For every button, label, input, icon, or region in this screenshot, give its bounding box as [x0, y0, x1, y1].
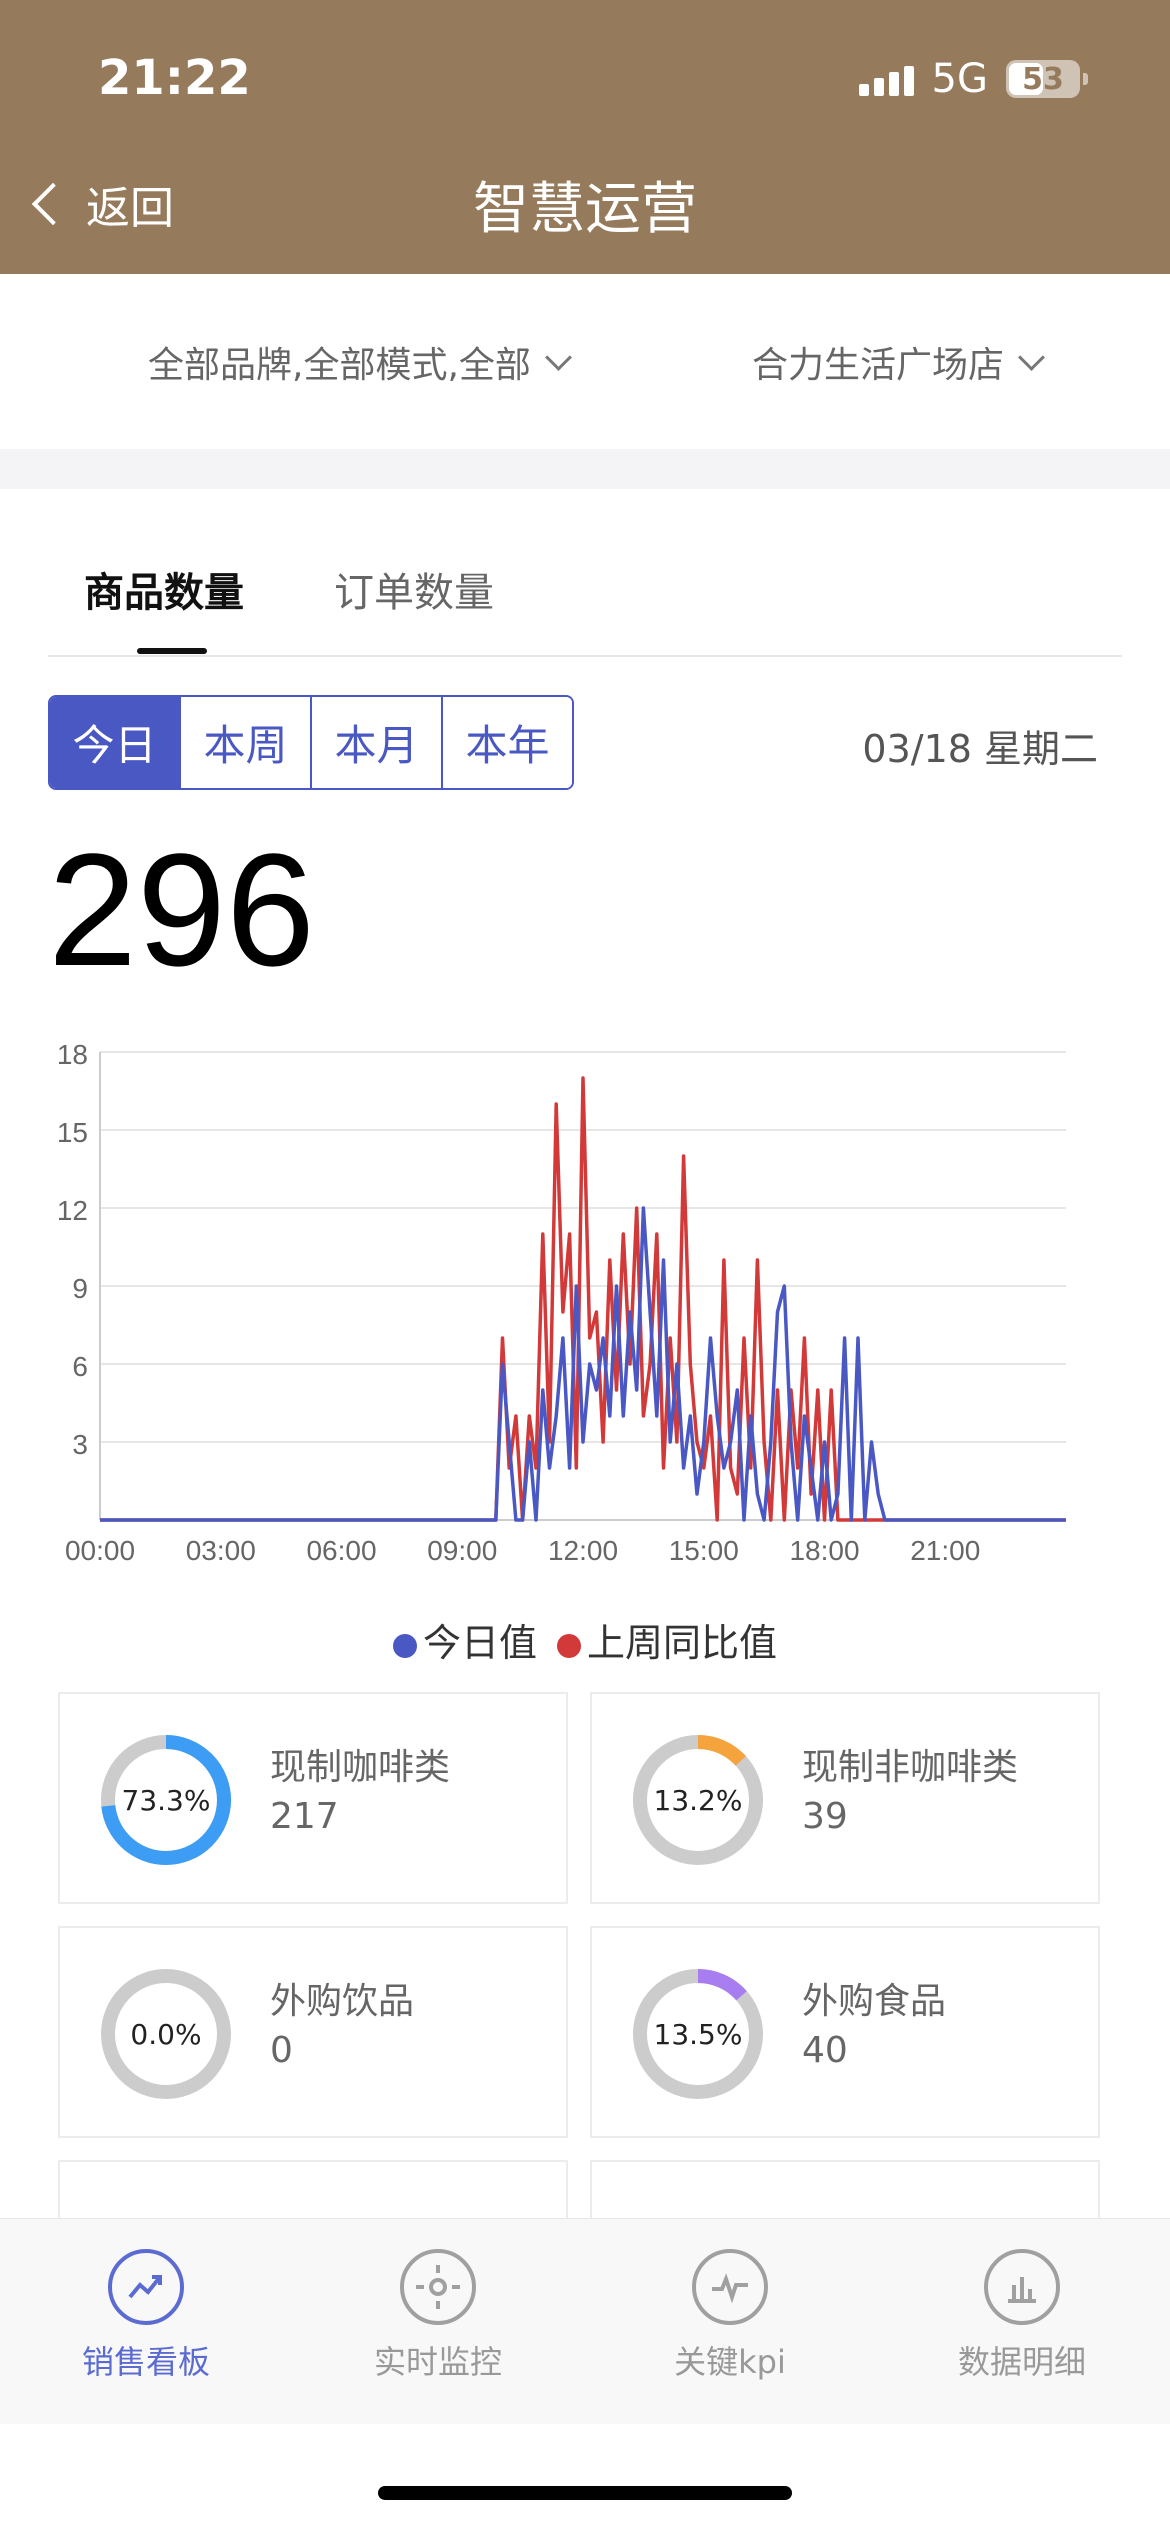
category-name: 现制非咖啡类 — [802, 1747, 1019, 1788]
bottom-tab-bar: 销售看板 实时监控 关键kpi 数据明细 — [0, 2218, 1170, 2424]
store-filter-label: 合力生活广场店 — [752, 345, 1005, 386]
category-card[interactable]: 0.0% 外购饮品 0 — [58, 1926, 568, 2138]
tabbar-label: 销售看板 — [81, 2343, 210, 2381]
legend-item-lastweek: 上周同比值 — [557, 1612, 777, 1667]
category-name: 外购饮品 — [270, 1981, 415, 2022]
category-card[interactable]: 73.3% 现制咖啡类 217 — [58, 1692, 568, 1904]
metric-tabs: 商品数量 订单数量 — [84, 560, 494, 618]
store-filter-dropdown[interactable]: 合力生活广场店 — [752, 336, 1045, 388]
y-tick-label: 9 — [72, 1273, 88, 1304]
network-label: 5G — [931, 56, 988, 102]
tab-product-count[interactable]: 商品数量 — [84, 570, 244, 616]
y-tick-label: 6 — [72, 1351, 88, 1382]
tabbar-item-kpi[interactable]: 关键kpi — [584, 2249, 876, 2383]
y-tick-label: 15 — [57, 1117, 88, 1148]
x-tick-label: 15:00 — [669, 1535, 739, 1566]
chevron-down-icon — [1018, 343, 1045, 371]
period-week[interactable]: 本周 — [179, 697, 310, 788]
chevron-down-icon — [544, 343, 572, 371]
legend-label-lastweek: 上周同比值 — [587, 1621, 778, 1665]
home-indicator — [378, 2486, 792, 2500]
tabbar-item-monitor[interactable]: 实时监控 — [292, 2249, 584, 2383]
brand-filter-label: 全部品牌,全部模式,全部 — [148, 345, 531, 386]
tabbar-label: 关键kpi — [674, 2343, 786, 2381]
legend-label-today: 今日值 — [422, 1621, 537, 1665]
app-header: 21:22 5G 53 返回 智慧运营 — [0, 0, 1170, 274]
category-percent: 0.0% — [130, 2017, 202, 2051]
back-button[interactable]: 返回 — [28, 172, 174, 236]
x-tick-label: 21:00 — [910, 1535, 980, 1566]
tabbar-item-sales[interactable]: 销售看板 — [0, 2249, 292, 2383]
tabbar-label: 实时监控 — [373, 2343, 502, 2381]
back-label: 返回 — [86, 183, 174, 234]
series-line — [100, 1076, 1066, 1522]
category-percent: 13.2% — [653, 1783, 743, 1817]
period-year[interactable]: 本年 — [441, 697, 572, 788]
x-tick-label: 03:00 — [186, 1535, 256, 1566]
pulse-icon — [692, 2249, 768, 2325]
x-tick-label: 12:00 — [548, 1535, 618, 1566]
tab-order-count[interactable]: 订单数量 — [334, 570, 494, 616]
y-tick-label: 12 — [57, 1195, 88, 1226]
category-count: 217 — [270, 1796, 339, 1837]
category-count: 0 — [270, 2030, 293, 2071]
category-percent: 73.3% — [121, 1783, 211, 1817]
battery-icon: 53 — [1006, 60, 1088, 98]
x-tick-label: 18:00 — [789, 1535, 859, 1566]
category-name: 现制咖啡类 — [270, 1747, 451, 1788]
tab-divider — [48, 655, 1122, 657]
tabbar-label: 数据明细 — [957, 2343, 1086, 2381]
category-name: 外购食品 — [802, 1981, 947, 2022]
category-count: 40 — [802, 2030, 848, 2071]
trend-icon — [108, 2249, 184, 2325]
period-today[interactable]: 今日 — [50, 697, 179, 788]
status-indicators: 5G 53 — [858, 56, 1088, 102]
current-date: 03/18 星期二 — [862, 727, 1098, 771]
period-selector: 今日 本周 本月 本年 — [48, 695, 574, 790]
donut-ring — [633, 1969, 763, 2099]
crosshair-icon — [400, 2249, 476, 2325]
category-card[interactable]: 13.5% 外购食品 40 — [590, 1926, 1100, 2138]
battery-level: 53 — [1022, 61, 1064, 97]
filter-bar: 全部品牌,全部模式,全部 合力生活广场店 — [0, 274, 1170, 449]
x-tick-label: 09:00 — [427, 1535, 497, 1566]
bar-chart-icon — [984, 2249, 1060, 2325]
donut-ring — [101, 1735, 231, 1865]
active-tab-indicator — [137, 648, 207, 654]
status-time: 21:22 — [98, 50, 251, 106]
donut-ring — [633, 1735, 763, 1865]
category-percent: 13.5% — [653, 2017, 743, 2051]
x-tick-label: 06:00 — [306, 1535, 376, 1566]
brand-filter-dropdown[interactable]: 全部品牌,全部模式,全部 — [148, 336, 572, 388]
y-tick-label: 3 — [72, 1429, 88, 1460]
page-title: 智慧运营 — [473, 177, 697, 242]
category-count: 39 — [802, 1796, 848, 1837]
signal-icon — [858, 62, 914, 96]
total-count: 296 — [48, 820, 315, 999]
section-divider — [0, 449, 1170, 489]
chart-legend: 今日值 上周同比值 — [0, 1612, 1170, 1667]
y-tick-label: 18 — [57, 1039, 88, 1070]
period-month[interactable]: 本月 — [310, 697, 441, 788]
donut-ring — [101, 1969, 231, 2099]
series-line — [100, 1206, 1066, 1522]
legend-item-today: 今日值 — [392, 1612, 537, 1667]
category-card[interactable]: 13.2% 现制非咖啡类 39 — [590, 1692, 1100, 1904]
line-chart: 18 15 12 9 6 3 00:00 03:00 06:00 09:00 12:00 15:00 1… — [57, 1039, 1066, 1566]
x-tick-label: 00:00 — [65, 1535, 135, 1566]
tabbar-item-details[interactable]: 数据明细 — [876, 2249, 1168, 2383]
